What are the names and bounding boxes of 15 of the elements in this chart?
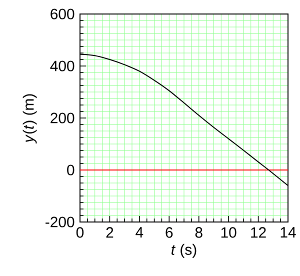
y-tick-label: 200 xyxy=(50,112,74,124)
y-tick-label: 600 xyxy=(50,8,74,20)
y-tick-label: 0 xyxy=(67,164,74,176)
x-tick-label: 6 xyxy=(166,227,173,238)
x-tick-label: 8 xyxy=(195,227,202,238)
x-tick-label: 14 xyxy=(280,227,296,238)
x-tick-label: 4 xyxy=(136,227,144,238)
y-tick-label: 400 xyxy=(50,60,74,72)
x-tick-label: 12 xyxy=(251,227,266,238)
x-tick-label: 0 xyxy=(76,227,84,238)
y-tick-label: -200 xyxy=(46,216,74,228)
x-tick-label: 2 xyxy=(106,227,114,238)
y-axis-title: y(t) (m) xyxy=(22,94,37,144)
x-axis-title: t (s) xyxy=(172,244,196,258)
x-tick-label: 10 xyxy=(221,227,236,238)
